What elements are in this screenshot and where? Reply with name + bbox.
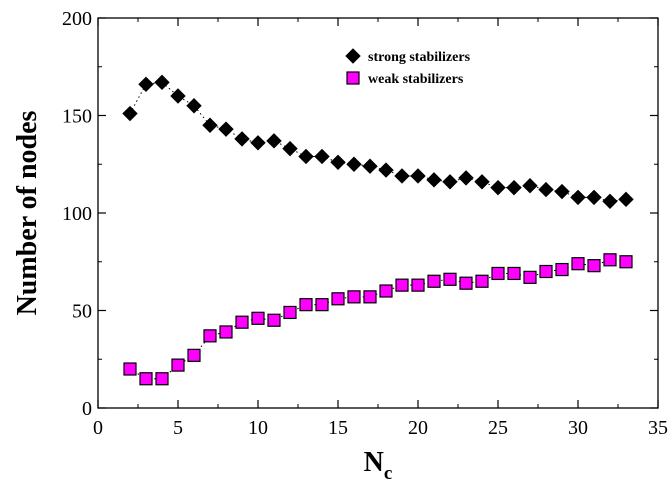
data-point [474,174,490,190]
data-point [363,290,377,304]
x-tick-label: 10 [248,417,268,439]
data-point [475,274,489,288]
data-point [571,257,585,271]
x-tick-label: 15 [328,417,348,439]
data-point [315,298,329,312]
data-point [522,177,538,194]
data-point [618,191,634,208]
data-point [426,172,442,188]
series-weak [123,253,633,386]
x-tick-label: 0 [93,417,103,439]
data-point [234,131,250,147]
data-point [410,168,426,184]
y-tick-label: 0 [82,398,92,420]
legend-marker [346,71,360,85]
data-point [442,174,458,190]
x-tick-label: 20 [408,417,428,439]
data-point [298,148,314,165]
data-point [282,140,298,157]
data-point [555,262,569,277]
data-point [170,88,186,104]
data-point [587,259,601,273]
data-point [314,148,330,165]
data-point [490,179,506,196]
data-point [138,76,154,93]
data-point [187,348,201,362]
data-point [283,305,297,320]
data-point [379,284,393,298]
data-point [394,168,410,184]
data-point [250,135,266,151]
data-point [154,74,170,91]
series-strong [122,74,634,210]
x-tick-label: 35 [648,417,668,439]
data-point [491,266,505,281]
data-point [427,274,441,288]
data-point [570,189,586,206]
data-point [218,121,234,137]
y-tick-label: 150 [62,106,92,128]
data-point [507,266,521,281]
data-point [267,313,281,327]
data-point [219,325,233,339]
data-point [123,362,137,376]
data-point [155,372,169,386]
data-point [171,358,185,372]
series-line [129,81,627,202]
data-point [378,162,394,178]
data-point [266,133,282,149]
x-tick-label: 5 [173,417,183,439]
y-tick-label: 100 [62,203,92,225]
legend-label: weak stabilizers [368,72,464,87]
data-point [202,117,218,133]
data-point [203,329,217,343]
data-point [139,372,153,386]
data-point [122,105,138,122]
data-point [251,311,265,325]
data-point [411,278,425,292]
data-point [586,189,602,206]
data-point [186,98,202,114]
data-point [554,183,570,200]
data-point [619,255,633,269]
data-point [362,158,378,174]
data-point [395,278,409,292]
data-point [506,179,522,196]
data-point [603,253,617,267]
x-axis-title: Nc [364,447,393,484]
series-layer [122,74,634,386]
x-tick-label: 25 [488,417,508,439]
data-point [538,181,554,198]
data-point [330,154,346,171]
data-point [602,193,618,210]
data-point [331,292,345,306]
ticks-layer: 0 5 10 15 20 25 30 35 0 50 100 150 200 [62,8,668,439]
data-point [346,156,362,172]
legend: strong stabilizers weak stabilizers [345,48,471,87]
data-point [235,315,249,329]
data-point [539,264,553,279]
y-tick-label: 200 [62,8,92,30]
legend-label: strong stabilizers [368,50,471,65]
data-point [459,276,473,290]
x-tick-label: 30 [568,417,588,439]
data-point [523,270,537,284]
y-axis-title: Number of nodes [12,110,43,315]
legend-marker [345,48,361,64]
y-tick-label: 50 [72,301,92,323]
x-axis-title-main: N [364,447,384,478]
data-point [299,298,313,312]
data-point [458,170,474,186]
x-axis-title-sub: c [384,463,392,484]
data-point [443,272,457,286]
data-point [347,290,361,304]
